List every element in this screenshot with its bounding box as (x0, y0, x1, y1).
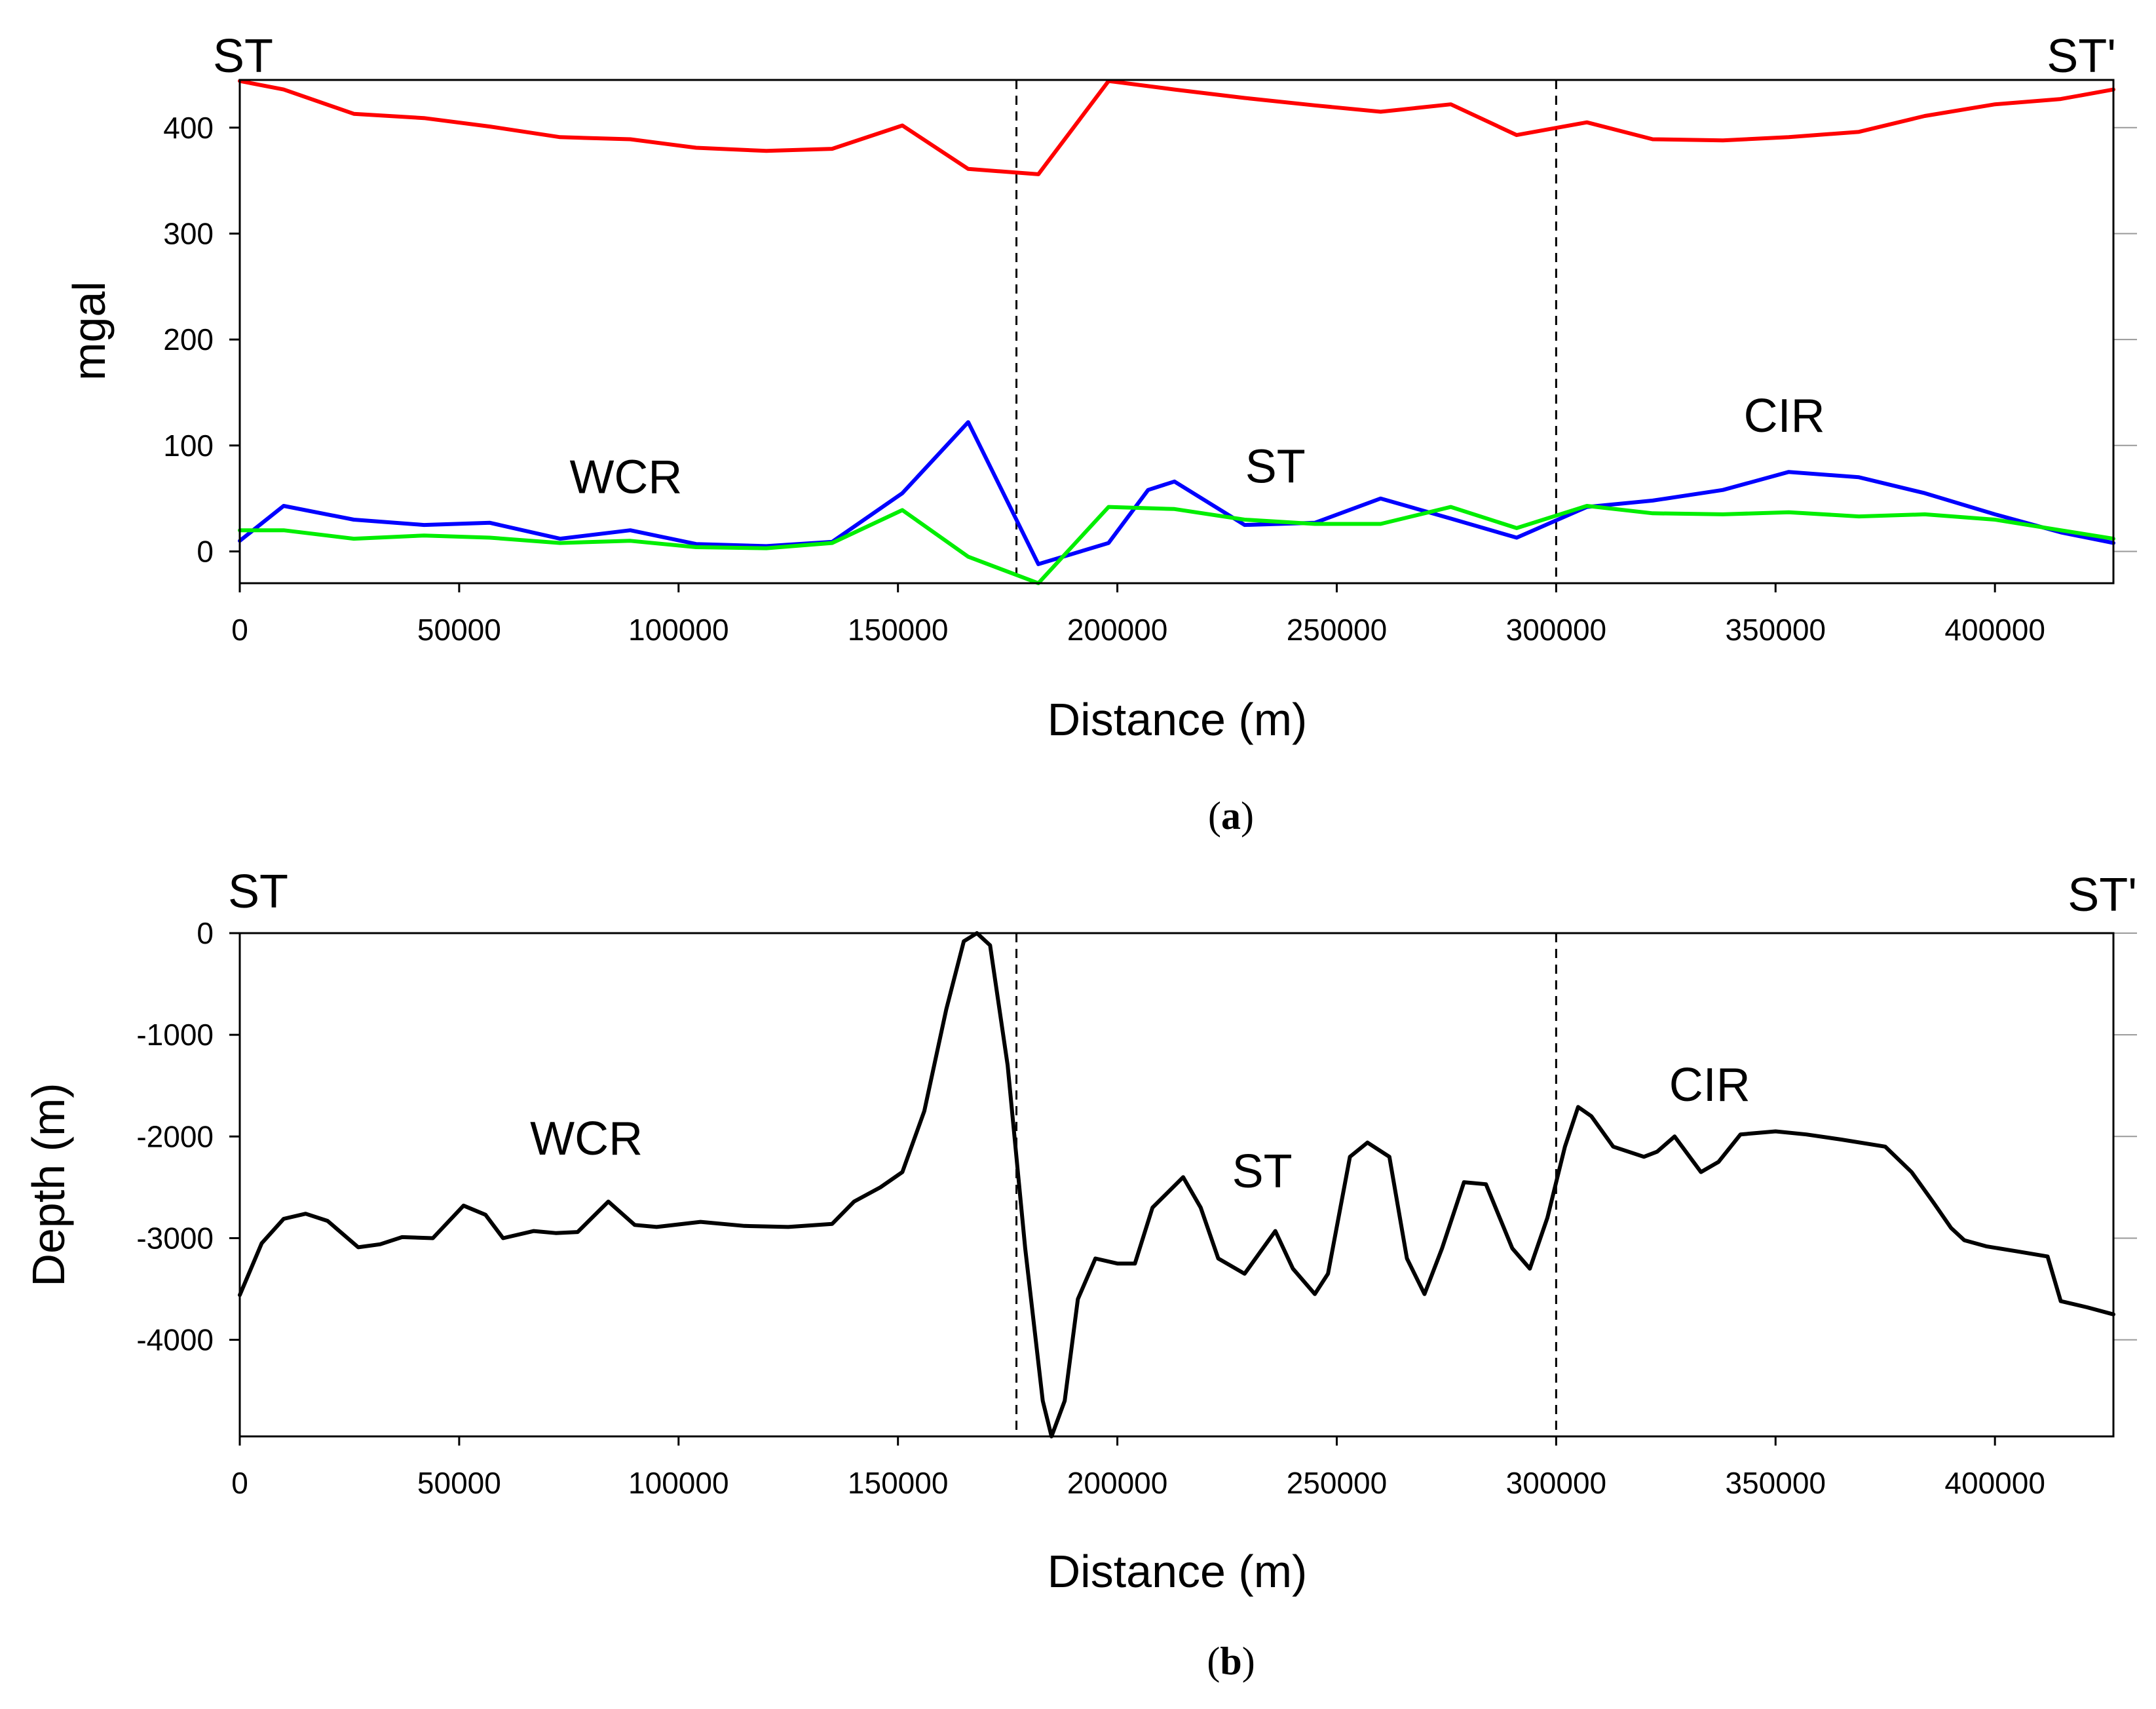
x-tick-label-a-6: 300000 (1506, 613, 1607, 647)
x-tick-label-b-0: 0 (231, 1466, 248, 1500)
x-tick-label-b-8: 400000 (1944, 1466, 2045, 1500)
y-tick-label-a-4: 400 (163, 111, 214, 145)
y-tick-label-a-1: 100 (163, 429, 214, 463)
series-line-a-blue (238, 420, 2115, 566)
caption-a-letter: a (1221, 794, 1241, 837)
y-axis-label-b: Depth (m) (23, 1083, 74, 1286)
caption-a: (a) (1208, 794, 1254, 837)
x-tick-label-a-1: 50000 (417, 613, 501, 647)
y-tick-label-a-0: 0 (197, 534, 214, 568)
x-tick-label-a-8: 400000 (1944, 613, 2045, 647)
x-tick-label-a-5: 250000 (1287, 613, 1388, 647)
x-tick-label-b-4: 200000 (1067, 1466, 1168, 1500)
region-label-a-wcr: WCR (569, 451, 682, 504)
caption-b-close: ) (1242, 1640, 1255, 1683)
x-tick-label-a-2: 100000 (628, 613, 729, 647)
x-axis-label-b: Distance (m) (1048, 1546, 1308, 1597)
x-tick-label-b-2: 100000 (628, 1466, 729, 1500)
grid-a (2113, 126, 2137, 552)
dashed-boundaries-a (1015, 80, 1557, 583)
profile-end-label-b: ST' (2068, 869, 2137, 921)
plot-frame-a (238, 79, 2115, 585)
x-tick-label-b-1: 50000 (417, 1466, 501, 1500)
annotations-a: WCR ST CIR (569, 390, 1825, 504)
x-ticks-a: 0 50000 100000 150000 200000 250000 300000 3500… (231, 583, 2045, 647)
series-line-a-red (238, 79, 2115, 176)
x-tick-label-b-5: 250000 (1287, 1466, 1388, 1500)
region-label-a-st: ST (1245, 440, 1306, 493)
y-tick-label-a-2: 200 (163, 322, 214, 356)
x-tick-label-b-3: 150000 (848, 1466, 949, 1500)
x-axis-label-a: Distance (m) (1048, 694, 1308, 745)
profile-start-label-b: ST (228, 866, 288, 918)
region-label-b-st: ST (1232, 1145, 1293, 1198)
region-label-b-cir: CIR (1669, 1059, 1750, 1111)
panel-a-gravity-profile: ST ST' 0 100 200 300 400 0 50000 100000 150000 2… (64, 30, 2137, 837)
y-tick-label-a-3: 300 (163, 216, 214, 250)
annotations-b: WCR ST CIR (530, 1059, 1750, 1198)
grid-b (2113, 932, 2137, 1341)
series-line-b-depth (238, 931, 2115, 1438)
region-label-a-cir: CIR (1744, 390, 1825, 442)
y-tick-label-b-1: -1000 (136, 1018, 214, 1052)
y-tick-label-b-2: -2000 (136, 1119, 214, 1153)
region-label-b-wcr: WCR (530, 1113, 643, 1165)
profile-end-label-a: ST' (2047, 30, 2116, 83)
caption-a-close: ) (1241, 794, 1254, 837)
caption-b: (b) (1207, 1640, 1255, 1683)
x-tick-label-a-3: 150000 (848, 613, 949, 647)
caption-b-letter: b (1220, 1640, 1241, 1683)
y-tick-label-b-4: -4000 (136, 1323, 214, 1357)
y-axis-label-a: mgal (64, 281, 115, 381)
panel-b-depth-profile: ST ST' 0 -1000 -2000 -3000 -4000 0 50000 10000… (23, 866, 2137, 1683)
y-tick-label-b-0: 0 (197, 916, 214, 950)
x-ticks-b: 0 50000 100000 150000 200000 250000 300000 3500… (231, 1436, 2045, 1500)
x-tick-label-a-0: 0 (231, 613, 248, 647)
profile-start-label-a: ST (213, 30, 273, 83)
series-group-b (238, 931, 2115, 1438)
x-tick-label-a-4: 200000 (1067, 613, 1168, 647)
x-tick-label-b-7: 350000 (1726, 1466, 1826, 1500)
x-tick-label-a-7: 350000 (1726, 613, 1826, 647)
y-ticks-b: 0 -1000 -2000 -3000 -4000 (136, 916, 240, 1357)
y-tick-label-b-3: -3000 (136, 1221, 214, 1255)
x-tick-label-b-6: 300000 (1506, 1466, 1607, 1500)
series-group-a (238, 79, 2115, 585)
caption-b-open: ( (1207, 1640, 1220, 1683)
series-line-a-green (238, 504, 2115, 585)
y-ticks-a: 0 100 200 300 400 (163, 111, 240, 568)
caption-a-open: ( (1208, 794, 1221, 837)
plot-frame-b (238, 932, 2115, 1438)
